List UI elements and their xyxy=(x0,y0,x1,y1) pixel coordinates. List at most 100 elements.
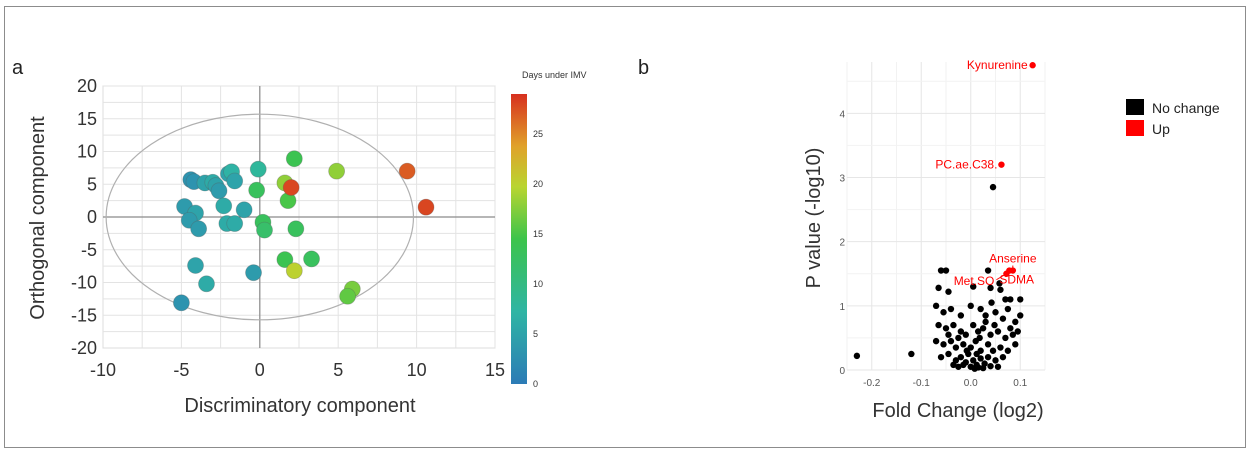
legend-swatch-up xyxy=(1126,120,1144,136)
panel-a-points xyxy=(172,150,435,312)
y-tick-label: -15 xyxy=(71,305,97,325)
highlighted-point xyxy=(1006,267,1013,274)
data-point xyxy=(1004,305,1012,313)
point-label: PC.ae.C38. xyxy=(935,158,997,172)
x-tick-label: -0.2 xyxy=(863,378,881,389)
x-tick-label: 5 xyxy=(333,360,343,380)
data-point xyxy=(947,305,955,313)
data-point xyxy=(970,321,977,329)
data-point xyxy=(937,353,945,361)
y-tick-label: -10 xyxy=(71,273,97,293)
colorbar-tick-label: 5 xyxy=(533,329,538,339)
data-point xyxy=(945,331,952,338)
data-point xyxy=(996,280,1003,287)
data-point xyxy=(974,364,982,371)
data-point xyxy=(932,337,940,345)
y-tick-label: -5 xyxy=(81,240,97,260)
data-point xyxy=(994,328,1002,335)
panel-b-label: b xyxy=(638,57,649,79)
data-point xyxy=(957,328,965,335)
data-point xyxy=(960,361,967,369)
data-point xyxy=(1002,334,1009,342)
data-point xyxy=(952,344,960,351)
colorbar-ticks: 25 20 15 10 5 0 xyxy=(533,129,543,389)
data-point xyxy=(187,257,204,274)
data-point xyxy=(979,325,987,332)
y-tick-label: 1 xyxy=(839,302,845,313)
colorbar-tick-label: 10 xyxy=(533,279,543,289)
data-point xyxy=(989,183,997,191)
point-label: Kynurenine xyxy=(967,58,1028,72)
data-point xyxy=(957,312,965,319)
panel-b-x-axis-label: Fold Change (log2) xyxy=(872,400,1043,422)
legend-label-no-change: No change xyxy=(1152,100,1220,116)
panel-b-grid xyxy=(846,62,1046,371)
data-point xyxy=(992,357,999,364)
data-point xyxy=(248,181,266,199)
data-point xyxy=(955,363,962,370)
data-point xyxy=(994,363,1002,370)
data-point xyxy=(991,321,998,329)
y-tick-label: -20 xyxy=(71,338,97,358)
colorbar xyxy=(511,94,527,384)
data-point xyxy=(970,357,977,364)
panel-b-chart: Kynurenine PC.ae.C38. Anserine Met.SO SDMA -… xyxy=(803,58,1220,422)
data-point xyxy=(942,267,950,274)
data-point xyxy=(997,286,1004,293)
y-tick-label: 20 xyxy=(77,76,97,96)
panel-a-x-axis-label: Discriminatory component xyxy=(184,395,416,417)
data-point xyxy=(945,288,952,295)
data-point xyxy=(210,182,228,200)
data-point xyxy=(339,287,357,305)
data-point xyxy=(950,361,957,369)
data-point xyxy=(999,353,1007,361)
data-point xyxy=(989,347,997,354)
data-point xyxy=(1002,296,1009,303)
data-point xyxy=(1012,341,1019,348)
data-point xyxy=(853,352,861,360)
data-point xyxy=(997,344,1004,351)
data-point xyxy=(1004,347,1012,354)
data-point xyxy=(950,321,957,329)
y-tick-label: 0 xyxy=(87,207,97,227)
x-tick-label: -5 xyxy=(173,360,189,380)
data-point xyxy=(1007,325,1014,332)
panel-b-y-ticks: 0 1 2 3 4 xyxy=(839,109,845,377)
point-label: Anserine xyxy=(989,252,1037,266)
panel-a-x-ticks: -10 -5 0 5 10 15 xyxy=(90,360,505,380)
data-point xyxy=(963,347,970,354)
data-point xyxy=(988,299,995,306)
data-point xyxy=(215,197,233,215)
data-point xyxy=(984,341,992,348)
colorbar-title: Days under IMV xyxy=(522,70,587,80)
point-label: SDMA xyxy=(999,273,1034,287)
data-point xyxy=(245,264,262,282)
data-point xyxy=(287,220,305,238)
y-tick-label: 5 xyxy=(87,174,97,194)
data-point xyxy=(1007,296,1014,303)
x-tick-label: -0.1 xyxy=(913,378,931,389)
data-point xyxy=(417,198,435,216)
data-point xyxy=(937,267,945,274)
colorbar-tick-label: 15 xyxy=(533,229,543,239)
data-point xyxy=(935,284,942,292)
colorbar-tick-label: 20 xyxy=(533,179,543,189)
data-point xyxy=(977,305,984,313)
data-point xyxy=(1017,312,1024,319)
legend-swatch-no-change xyxy=(1126,99,1144,115)
data-point xyxy=(1014,328,1021,335)
data-point xyxy=(908,350,915,358)
panel-b-point-labels: Kynurenine PC.ae.C38. Anserine Met.SO SDMA xyxy=(935,58,1036,288)
data-point xyxy=(967,302,974,310)
panel-a-y-axis-label: Orthogonal component xyxy=(27,116,49,320)
data-point xyxy=(987,284,994,292)
data-point xyxy=(398,162,416,180)
data-point xyxy=(226,215,244,232)
data-point xyxy=(979,364,987,372)
data-point xyxy=(962,331,969,338)
panel-b-y-axis-label: P value (-log10) xyxy=(803,148,825,289)
data-point xyxy=(974,328,982,335)
data-point xyxy=(999,315,1007,322)
data-point xyxy=(973,350,980,358)
